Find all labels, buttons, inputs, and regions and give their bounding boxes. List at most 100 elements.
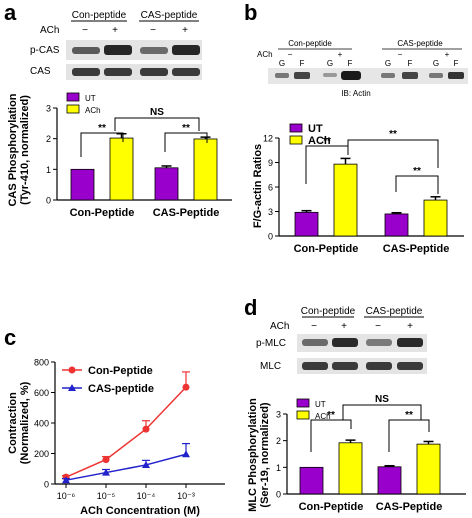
- y-tick-label: 200: [34, 449, 49, 459]
- y-axis-label: F/G-actin Ratios: [252, 144, 264, 228]
- x-tick-label: 10⁻⁵: [97, 491, 116, 501]
- significance-label: **: [323, 136, 331, 147]
- blot-a-group-2: CAS-peptide: [141, 10, 198, 21]
- significance-label: NS: [375, 394, 389, 405]
- category-label: Con-Peptide: [299, 501, 364, 513]
- panel-b-letter: b: [244, 0, 257, 25]
- legend-marker: [68, 384, 76, 391]
- legend-label: UT: [315, 400, 326, 409]
- y-tick-label: 6: [268, 183, 273, 193]
- significance-label: **: [413, 166, 421, 177]
- y-tick-label: 800: [34, 358, 49, 368]
- chart-c: 0 200 400 600 800 10⁻⁶ 10⁻⁵ 10⁻⁴ 10⁻³ ACh Concent…: [7, 358, 225, 517]
- significance-bracket: [310, 419, 352, 452]
- legend-marker: [68, 366, 76, 374]
- y-tick-label: 0: [276, 490, 281, 500]
- legend-label: UT: [308, 123, 323, 135]
- y-tick-label: 400: [34, 419, 49, 429]
- data-point: [142, 425, 150, 433]
- legend-swatch: [66, 104, 80, 114]
- chart-b: 0 3 6 9 12F/G-actin Ratios Con-Peptide CAS-Pep…: [252, 123, 464, 255]
- y-tick-label: 2: [46, 134, 51, 144]
- blot-a-sign: −: [82, 25, 88, 36]
- y-tick-label: 1: [46, 165, 51, 175]
- y-tick-label: 2: [276, 436, 281, 446]
- blot-b-fraction: G: [433, 59, 439, 68]
- significance-bracket: [388, 419, 430, 452]
- blot-b-group-2: CAS-peptide: [397, 39, 443, 48]
- legend-swatch: [289, 135, 303, 145]
- blot-b-fraction: F: [454, 59, 459, 68]
- bar-ut: [299, 466, 324, 495]
- legend-label: CAS-peptide: [88, 383, 154, 395]
- blot-a-sign: +: [182, 25, 188, 36]
- bar-ach: [109, 137, 134, 201]
- x-tick-label: 10⁻³: [177, 491, 195, 501]
- panel-d-blot: Con-peptide CAS-peptide ACh − + − + p-ML…: [256, 306, 427, 374]
- y-axis-label: CAS Phosphorylation(Tyr-410, normalized): [7, 93, 31, 206]
- bar-ut: [384, 213, 409, 237]
- data-point: [182, 450, 190, 458]
- blot-b-group-1: Con-peptide: [288, 39, 332, 48]
- panel-a-blot: Con-peptide CAS-peptide ACh − + − + p-CA…: [30, 10, 202, 80]
- y-tick-label: 0: [46, 196, 51, 206]
- significance-label: **: [98, 123, 106, 134]
- y-tick-label: 0: [44, 480, 49, 490]
- blot-d-row-label: p-MLC: [256, 338, 286, 349]
- y-tick-label: 1: [276, 463, 281, 473]
- data-point: [102, 456, 110, 464]
- blot-b-sign: −: [398, 50, 403, 59]
- blot-b-fraction: F: [408, 59, 413, 68]
- blot-a-row-label: p-CAS: [30, 45, 60, 56]
- legend-swatch: [296, 398, 310, 408]
- significance-bracket: [305, 145, 349, 184]
- blot-b-ach-label: ACh: [257, 50, 273, 59]
- legend-label: ACh: [85, 106, 101, 115]
- y-tick-label: 12: [263, 134, 273, 144]
- legend-swatch: [66, 92, 80, 102]
- category-label: CAS-Peptide: [153, 207, 220, 219]
- bar-ach: [423, 199, 448, 237]
- significance-bracket: [164, 132, 208, 152]
- bar-ut: [154, 167, 179, 201]
- legend-label: ACh: [308, 135, 331, 147]
- significance-bracket: [395, 175, 439, 194]
- data-point: [62, 476, 70, 484]
- blot-a-group-1: Con-peptide: [72, 10, 127, 21]
- y-tick-label: 600: [34, 388, 49, 398]
- panel-d-letter: d: [244, 295, 257, 320]
- y-tick-label: 3: [268, 207, 273, 217]
- blot-b-fraction: F: [348, 59, 353, 68]
- blot-d-ach-label: ACh: [270, 321, 289, 332]
- panel-a-letter: a: [4, 0, 17, 25]
- bar-ach: [338, 442, 363, 495]
- bar-ut: [294, 211, 319, 237]
- blot-b-sign: +: [338, 50, 343, 59]
- x-tick-label: 10⁻⁶: [57, 491, 76, 501]
- chart-d: 0 1 2 3 MLC Phosphorylation(Ser-19, normaliz…: [247, 394, 466, 513]
- series-line: [65, 386, 187, 478]
- blot-d-sign: +: [341, 321, 347, 332]
- bar-ut: [70, 168, 95, 201]
- panel-c-letter: c: [4, 325, 16, 350]
- category-label: Con-Peptide: [294, 243, 359, 255]
- category-label: CAS-Peptide: [376, 501, 443, 513]
- significance-bracket: [342, 404, 422, 420]
- x-tick-label: 10⁻⁴: [137, 491, 156, 501]
- category-label: CAS-Peptide: [383, 243, 450, 255]
- significance-label: **: [389, 129, 397, 140]
- data-point: [182, 383, 190, 391]
- blot-d-sign: +: [407, 321, 413, 332]
- legend-label: Con-Peptide: [88, 365, 153, 377]
- blot-b-fraction: G: [385, 59, 391, 68]
- significance-label: **: [182, 123, 190, 134]
- legend-label: UT: [85, 94, 96, 103]
- series-line: [65, 453, 187, 481]
- blot-b-caption: IB: Actin: [341, 89, 370, 98]
- y-tick-label: 9: [268, 158, 273, 168]
- significance-label: **: [405, 410, 413, 421]
- blot-a-row-label: CAS: [30, 66, 51, 77]
- blot-d-sign: −: [311, 321, 317, 332]
- panel-b-blot: Con-peptide CAS-peptide ACh − + − + G F …: [257, 39, 468, 98]
